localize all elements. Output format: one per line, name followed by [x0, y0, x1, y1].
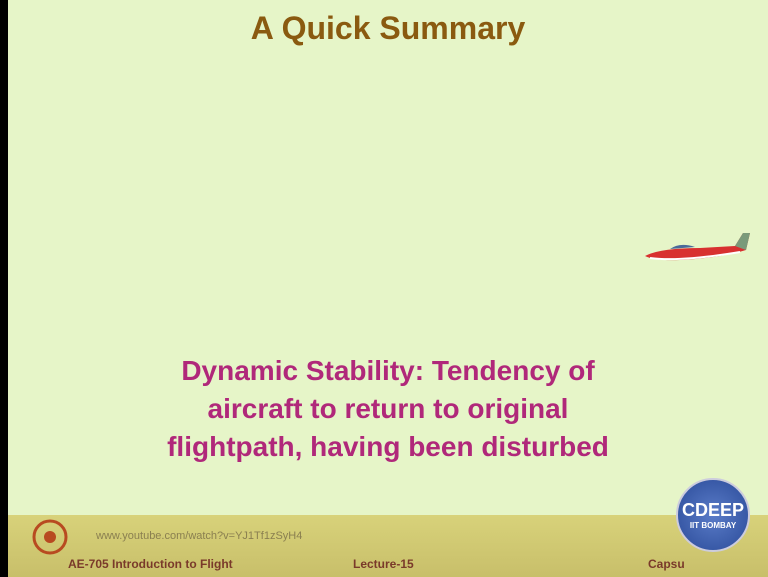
footer-capsule: Capsu	[648, 557, 685, 571]
footer-lecture: Lecture-15	[353, 557, 414, 571]
body-line: flightpath, having been disturbed	[8, 428, 768, 466]
slide: A Quick Summary Dynamic Stability: Tende…	[8, 0, 768, 577]
aircraft-icon	[640, 228, 760, 268]
slide-title: A Quick Summary	[8, 10, 768, 47]
slide-body: Dynamic Stability: Tendency of aircraft …	[8, 352, 768, 466]
logo	[30, 515, 70, 560]
page: A Quick Summary Dynamic Stability: Tende…	[0, 0, 768, 577]
body-line: aircraft to return to original	[8, 390, 768, 428]
cdeep-badge: CDEEP IIT BOMBAY	[676, 478, 750, 552]
badge-name: CDEEP	[678, 500, 748, 521]
footer-course: AE-705 Introduction to Flight	[68, 557, 233, 571]
badge-org: IIT BOMBAY	[678, 521, 748, 530]
footer: www.youtube.com/watch?v=YJ1Tf1zSyH4 AE-7…	[8, 515, 768, 577]
body-line: Dynamic Stability: Tendency of	[8, 352, 768, 390]
footer-url: www.youtube.com/watch?v=YJ1Tf1zSyH4	[96, 530, 302, 542]
